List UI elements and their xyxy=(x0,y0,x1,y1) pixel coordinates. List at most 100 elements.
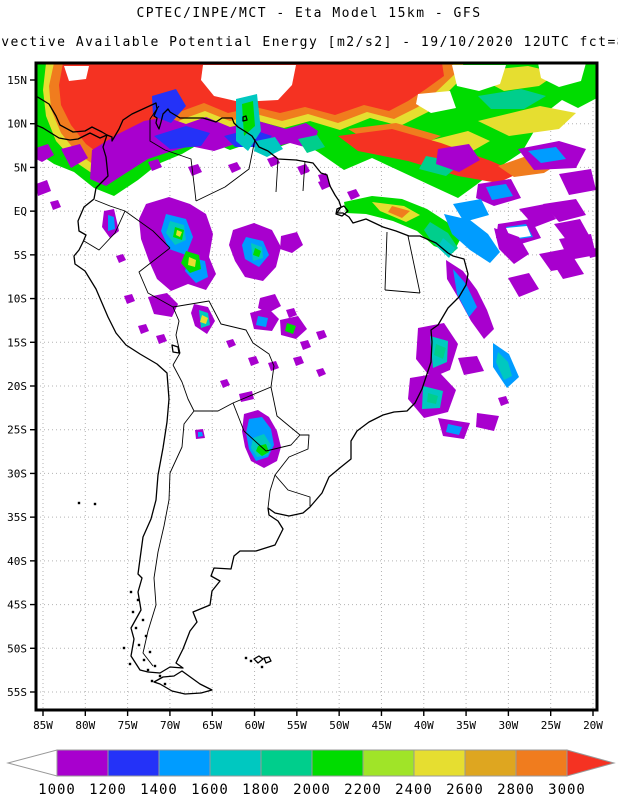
cape-region-purple xyxy=(458,356,484,375)
lon-label: 45W xyxy=(372,719,392,732)
south-america-coastline xyxy=(73,102,469,674)
coast-speckle xyxy=(142,658,146,662)
cape-region-purple xyxy=(124,294,135,304)
lat-label: 20S xyxy=(7,380,27,393)
cape-region-purple xyxy=(553,258,584,279)
cape-region-blue xyxy=(154,126,210,149)
cape-region-green xyxy=(285,323,296,334)
cape-region-emerald xyxy=(434,344,446,359)
cape-field xyxy=(36,63,597,468)
lon-label: 75W xyxy=(118,719,138,732)
lat-label: 50S xyxy=(7,642,27,655)
colorbar-under-arrow xyxy=(6,749,58,777)
lon-label: 20W xyxy=(583,719,603,732)
cape-region-purple xyxy=(494,228,529,264)
colorbar-tick-label: 1400 xyxy=(140,782,178,798)
coast-speckle xyxy=(77,501,81,505)
cape-region-white xyxy=(416,91,456,113)
cape-region-purple xyxy=(228,162,241,173)
cape-region-azure xyxy=(198,432,203,437)
colorbar-tick-label: 2800 xyxy=(497,782,535,798)
coast-speckle xyxy=(249,659,253,663)
page-subtitle: Convective Available Potential Energy [m… xyxy=(0,35,618,50)
lon-label: 65W xyxy=(202,719,222,732)
lat-label: EQ xyxy=(14,205,27,218)
country-border xyxy=(267,434,310,509)
lat-label: 30S xyxy=(7,467,27,480)
lat-label: 25S xyxy=(7,424,27,437)
island-outline xyxy=(335,205,349,217)
cape-region-purple xyxy=(508,273,539,297)
cape-region-purple xyxy=(138,324,149,334)
cape-region-yellow xyxy=(200,315,208,324)
cape-region-purple xyxy=(316,330,327,340)
cape-region-azure xyxy=(256,316,268,327)
axes: 15N 10N 5N EQ 5S 10S 15S 20S 25S 30S 35S 40S 45S 50S 5… xyxy=(7,74,603,732)
cape-region-red xyxy=(59,63,444,157)
country-border xyxy=(172,306,181,366)
cape-region-white xyxy=(64,66,89,81)
lon-label: 85W xyxy=(33,719,53,732)
colorbar-tick-label: 1800 xyxy=(242,782,280,798)
cape-region-purple xyxy=(286,308,297,318)
colorbar-tick-label: 2200 xyxy=(344,782,382,798)
lat-label: 35S xyxy=(7,511,27,524)
cape-region-azure xyxy=(528,147,566,163)
coast-speckle xyxy=(128,662,132,666)
cape-region-purple xyxy=(543,199,586,222)
cape-region-green xyxy=(253,248,261,257)
cape-region-purple xyxy=(559,169,596,195)
cape-region-purple xyxy=(293,356,304,366)
geography xyxy=(36,95,469,695)
cape-region-green xyxy=(242,101,255,136)
cape-region-purple xyxy=(298,165,309,175)
lat-label: 10S xyxy=(7,293,27,306)
colorbar-tick-label: 2400 xyxy=(395,782,433,798)
country-border xyxy=(232,386,301,452)
country-border xyxy=(138,247,174,308)
cape-region-purple xyxy=(347,189,360,200)
cape-region-purple xyxy=(519,204,556,227)
colorbar-segment xyxy=(260,749,313,777)
coast-speckle xyxy=(141,618,145,622)
cape-region-azure xyxy=(486,184,513,200)
cape-region-purple xyxy=(148,293,178,317)
cape-region-blue xyxy=(152,89,186,123)
cape-region-white xyxy=(452,65,506,91)
lat-label: 10N xyxy=(7,118,27,131)
cape-region-purple xyxy=(220,379,230,388)
coast-speckle xyxy=(244,656,248,660)
coast-speckle xyxy=(137,643,141,647)
cape-region-purple xyxy=(316,368,326,377)
cape-region-purple xyxy=(436,144,480,172)
coast-speckle xyxy=(153,664,157,668)
cape-region-cyan xyxy=(438,238,455,258)
cape-region-purple xyxy=(50,200,61,210)
island-outline xyxy=(153,670,213,695)
country-border xyxy=(384,231,388,291)
cape-region-purple xyxy=(248,356,259,366)
cape-region-purple xyxy=(226,339,236,348)
cape-region-purple xyxy=(280,232,303,253)
cape-region-purple xyxy=(36,144,54,162)
country-border xyxy=(94,199,126,212)
lat-label: 5S xyxy=(14,249,27,262)
cape-region-azure xyxy=(453,199,489,222)
central-america-coastline xyxy=(36,95,108,141)
country-border xyxy=(195,138,256,202)
country-border xyxy=(384,289,421,294)
island-outline xyxy=(263,656,272,664)
cape-region-green xyxy=(256,444,269,456)
coast-speckle xyxy=(146,668,150,672)
lat-label: 15N xyxy=(7,74,27,87)
coast-speckle xyxy=(150,679,154,683)
cape-region-purple xyxy=(318,173,329,183)
island-outline xyxy=(242,115,248,122)
page-title: CPTEC/INPE/MCT - Eta Model 15km - GFS xyxy=(136,6,481,21)
island-outline xyxy=(171,344,180,354)
coast-speckle xyxy=(131,610,135,614)
cape-region-purple xyxy=(61,144,88,168)
island-outline xyxy=(253,655,264,664)
country-border xyxy=(149,105,197,202)
